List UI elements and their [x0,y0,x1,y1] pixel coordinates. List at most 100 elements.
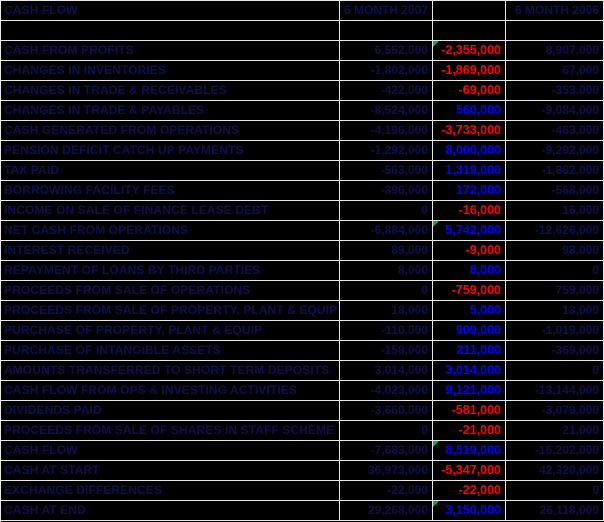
value-2007-cell[interactable]: 0 [340,421,433,441]
value-2007-cell[interactable]: -396,000 [340,181,433,201]
value-2007-cell[interactable]: 0 [340,201,433,221]
variance-cell[interactable]: -3,733,000 [433,121,506,141]
row-label-cell[interactable]: CASH FLOW FROM OPS & INVESTING ACTIVITIE… [1,381,340,401]
row-label-cell[interactable]: NET CASH FROM OPERATIONS [1,221,340,241]
row-label-cell[interactable]: INCOME ON SALE OF FINANCE LEASE DEBT [1,201,340,221]
variance-cell[interactable]: 560,000 [433,101,506,121]
row-label-cell[interactable]: INTEREST RECEIVED [1,241,340,261]
value-2007-cell[interactable]: 0 [340,281,433,301]
row-label-cell[interactable]: EXCHANGE DIFFERENCES [1,481,340,501]
value-2007-cell[interactable]: 36,973,000 [340,461,433,481]
row-label-cell[interactable]: PENSION DEFICIT CATCH UP PAYMENTS [1,141,340,161]
row-label-cell[interactable] [1,21,340,41]
value-2007-cell[interactable]: -4,196,000 [340,121,433,141]
value-2006-cell[interactable]: -3,079,000 [506,401,604,421]
row-label-cell[interactable]: CHANGES IN TRADE & RECEIVABLES [1,81,340,101]
variance-cell[interactable] [433,21,506,41]
value-2006-cell[interactable]: -463,000 [506,121,604,141]
value-2006-cell[interactable]: -1,019,000 [506,321,604,341]
value-2007-cell[interactable] [340,21,433,41]
variance-cell[interactable]: 5,742,000 [433,221,506,241]
value-2007-cell[interactable]: -6,884,000 [340,221,433,241]
value-2007-cell[interactable]: 89,000 [340,241,433,261]
value-2007-cell[interactable]: -22,000 [340,481,433,501]
value-2006-cell[interactable]: -353,000 [506,81,604,101]
row-label-cell[interactable]: PROCEEDS FROM SALE OF SHARES IN STAFF SC… [1,421,340,441]
value-2007-cell[interactable]: -563,000 [340,161,433,181]
value-2007-cell[interactable]: 29,268,000 [340,501,433,521]
value-2006-cell[interactable]: 759,000 [506,281,604,301]
variance-cell[interactable]: 211,000 [433,341,506,361]
row-label-cell[interactable]: PROCEEDS FROM SALE OF PROPERTY, PLANT & … [1,301,340,321]
variance-cell[interactable]: 1,319,000 [433,161,506,181]
value-2007-cell[interactable]: -3,660,000 [340,401,433,421]
value-2006-cell[interactable]: -1,882,000 [506,161,604,181]
value-2006-cell[interactable]: 0 [506,361,604,381]
value-2007-cell[interactable]: -7,683,000 [340,441,433,461]
row-label-cell[interactable]: PURCHASE OF PROPERTY, PLANT & EQUIP [1,321,340,341]
variance-cell[interactable]: 172,000 [433,181,506,201]
value-2006-cell[interactable]: 8,907,000 [506,41,604,61]
row-label-cell[interactable]: TAX PAID [1,161,340,181]
variance-cell[interactable]: 909,000 [433,321,506,341]
value-2006-cell[interactable]: -16,202,000 [506,441,604,461]
variance-cell[interactable]: -22,000 [433,481,506,501]
value-2006-cell[interactable]: 42,320,000 [506,461,604,481]
row-label-cell[interactable]: CASH GENERATED FROM OPERATIONS [1,121,340,141]
variance-cell[interactable]: 5,000 [433,301,506,321]
row-label-cell[interactable]: REPAYMENT OF LOANS BY THIRD PARTIES [1,261,340,281]
variance-cell[interactable]: 8,000,000 [433,141,506,161]
value-2006-cell[interactable]: -13,144,000 [506,381,604,401]
header-cell-title[interactable]: CASH FLOW [1,1,340,21]
header-cell-variance[interactable] [433,1,506,21]
row-label-cell[interactable]: PURCHASE OF INTANGIBLE ASSETS [1,341,340,361]
value-2006-cell[interactable]: 0 [506,261,604,281]
value-2006-cell[interactable]: 0 [506,481,604,501]
value-2006-cell[interactable]: 16,000 [506,201,604,221]
row-label-cell[interactable]: AMOUNTS TRANSFERRED TO SHORT TERM DEPOSI… [1,361,340,381]
variance-cell[interactable]: -21,000 [433,421,506,441]
header-cell-2007[interactable]: 6 MONTH 2007 [340,1,433,21]
value-2007-cell[interactable]: -1,802,000 [340,61,433,81]
value-2006-cell[interactable]: -568,000 [506,181,604,201]
variance-cell[interactable]: 3,014,000 [433,361,506,381]
value-2007-cell[interactable]: -110,000 [340,321,433,341]
value-2006-cell[interactable] [506,21,604,41]
value-2007-cell[interactable]: -8,524,000 [340,101,433,121]
variance-cell[interactable]: -759,000 [433,281,506,301]
row-label-cell[interactable]: CHANGES IN TRADE & PAYABLES [1,101,340,121]
row-label-cell[interactable]: CASH AT START [1,461,340,481]
value-2006-cell[interactable]: -369,000 [506,341,604,361]
row-label-cell[interactable]: BORROWING FACILITY FEES [1,181,340,201]
variance-cell[interactable]: 9,121,000 [433,381,506,401]
variance-cell[interactable]: -16,000 [433,201,506,221]
row-label-cell[interactable]: CASH FROM PROFITS [1,41,340,61]
variance-cell[interactable]: 8,519,000 [433,441,506,461]
value-2007-cell[interactable]: -158,000 [340,341,433,361]
variance-cell[interactable]: -69,000 [433,81,506,101]
value-2006-cell[interactable]: -12,626,000 [506,221,604,241]
value-2006-cell[interactable]: 13,000 [506,301,604,321]
row-label-cell[interactable]: PROCEEDS FROM SALE OF OPERATIONS [1,281,340,301]
row-label-cell[interactable]: CASH FLOW [1,441,340,461]
value-2007-cell[interactable]: 3,014,000 [340,361,433,381]
variance-cell[interactable]: -2,355,000 [433,41,506,61]
variance-cell[interactable]: -1,869,000 [433,61,506,81]
value-2007-cell[interactable]: 18,000 [340,301,433,321]
variance-cell[interactable]: -9,000 [433,241,506,261]
value-2006-cell[interactable]: 67,000 [506,61,604,81]
row-label-cell[interactable]: CASH AT END [1,501,340,521]
value-2007-cell[interactable]: 6,552,000 [340,41,433,61]
row-label-cell[interactable]: CHANGES IN INVENTORIES [1,61,340,81]
value-2007-cell[interactable]: 8,000 [340,261,433,281]
variance-cell[interactable]: -5,347,000 [433,461,506,481]
variance-cell[interactable]: 3,150,000 [433,501,506,521]
value-2006-cell[interactable]: -9,084,000 [506,101,604,121]
variance-cell[interactable]: 8,000 [433,261,506,281]
value-2006-cell[interactable]: 98,000 [506,241,604,261]
row-label-cell[interactable]: DIVIDENDS PAID [1,401,340,421]
value-2006-cell[interactable]: -9,292,000 [506,141,604,161]
value-2007-cell[interactable]: -1,292,000 [340,141,433,161]
value-2007-cell[interactable]: -422,000 [340,81,433,101]
variance-cell[interactable]: -581,000 [433,401,506,421]
